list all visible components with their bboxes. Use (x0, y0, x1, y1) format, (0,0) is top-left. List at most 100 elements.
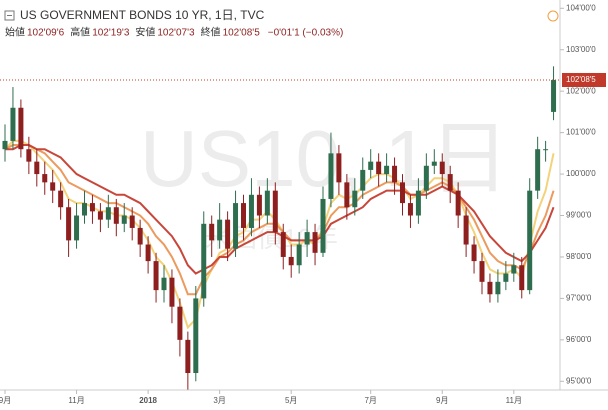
candle-body (352, 190, 358, 208)
ribbon-line (4, 139, 555, 330)
candle-body (82, 203, 87, 216)
candle-body (58, 190, 64, 208)
candle-body (511, 265, 517, 274)
y-tick-label: 97'00'0 (566, 294, 592, 303)
ohlc-value: 102'08'5 (223, 28, 261, 39)
candle-body (233, 203, 239, 249)
candle-body (400, 182, 405, 204)
ribbon-line (4, 144, 555, 296)
candle-body (479, 261, 485, 282)
candle-body (74, 215, 80, 241)
y-tick-label: 101'00'0 (566, 128, 596, 137)
candle-body (89, 203, 95, 212)
last-price-box (562, 72, 606, 87)
x-tick-label: 11月 (68, 396, 84, 405)
candle-body (296, 244, 302, 266)
x-tick-label: 11月 (506, 396, 522, 405)
candle-body (66, 207, 72, 241)
candle-body (129, 215, 135, 228)
candle-body (161, 277, 167, 291)
candle-body (455, 190, 461, 216)
candle-body (407, 203, 413, 216)
candle-body (145, 244, 151, 262)
candle-body (264, 190, 270, 216)
candle-body (217, 219, 223, 241)
candle-body (384, 165, 390, 175)
candle-body (177, 306, 183, 340)
candle-body (431, 161, 437, 166)
candle-body (415, 190, 421, 216)
x-tick-label: 9月 (436, 396, 448, 405)
candle-body (272, 190, 278, 233)
candle-body (225, 219, 231, 249)
candle-body (392, 165, 398, 183)
y-tick-label: 103'00'0 (566, 45, 596, 54)
x-tick-label: 7月 (364, 396, 376, 405)
ohlc-value: 102'09'6 (27, 28, 65, 39)
candle-body (543, 149, 549, 151)
candle-body (10, 107, 16, 141)
candle-body (503, 273, 509, 282)
ohlc-label: 高値 (70, 26, 90, 39)
candle-body (527, 190, 533, 291)
y-tick-label: 95'00'0 (566, 376, 592, 385)
ohlc-label: 終値 (201, 26, 221, 39)
candle-body (97, 211, 103, 220)
candle-body (201, 223, 207, 299)
candle-body (376, 161, 382, 175)
candle-body (463, 215, 469, 245)
alert-icon[interactable] (547, 10, 559, 22)
y-tick-label: 102'00'0 (566, 86, 596, 95)
candle-body (26, 149, 32, 162)
symbol-title: US GOVERNMENT BONDS 10 YR, 1日, TVC (20, 8, 265, 22)
ohlc-row: 始値 102'09'6 高値 102'19'3 安値 102'07'3 終値 102'08'5… (5, 26, 343, 39)
candle-body (551, 79, 557, 112)
x-tick-label: 2018 (139, 396, 157, 405)
x-tick-label: 9月 (0, 396, 11, 405)
candle-body (248, 194, 254, 228)
candle-body (185, 339, 191, 374)
candle-body (328, 153, 334, 199)
x-tick-label: 5月 (285, 396, 297, 405)
y-tick-label: 104'00'0 (566, 3, 596, 12)
collapse-button[interactable] (4, 10, 15, 21)
candle-body (137, 227, 143, 245)
y-tick-label: 98'00'0 (566, 252, 592, 261)
candle-body (312, 232, 318, 253)
change: −0'01'1 (−0.03%) (268, 28, 344, 39)
ohlc-label: 安値 (135, 26, 155, 39)
candle-body (105, 207, 111, 220)
x-tick-label: 3月 (213, 396, 225, 405)
candle-body (471, 244, 477, 262)
candle-body (439, 161, 445, 175)
candle-body (519, 265, 525, 291)
candle-body (487, 281, 493, 295)
candle-body (42, 174, 48, 183)
ribbon-line (5, 144, 555, 275)
candle-body (423, 165, 429, 191)
y-tick-label: 100'00'0 (566, 169, 596, 178)
ohlc-label: 始値 (5, 26, 25, 39)
candle-body (304, 232, 310, 245)
candle-body (256, 194, 262, 216)
candle-body (153, 261, 159, 291)
candle-body (320, 198, 326, 253)
candle-body (447, 174, 453, 191)
candle-body (280, 232, 286, 257)
last-price-label: 102'08'5 (566, 75, 596, 84)
candle-body (209, 223, 215, 241)
y-tick-label: 96'00'0 (566, 335, 592, 344)
candle-body (18, 107, 24, 150)
candle-body (288, 256, 294, 266)
candle-body (336, 153, 342, 183)
candle-body (344, 182, 350, 208)
candle-body (2, 140, 8, 150)
candle-body (34, 161, 40, 175)
ohlc-value: 102'19'3 (92, 28, 130, 39)
y-tick-label: 99'00'0 (566, 211, 592, 220)
candle-body (535, 149, 541, 191)
candle-body (495, 281, 501, 295)
candle-body (368, 161, 374, 170)
